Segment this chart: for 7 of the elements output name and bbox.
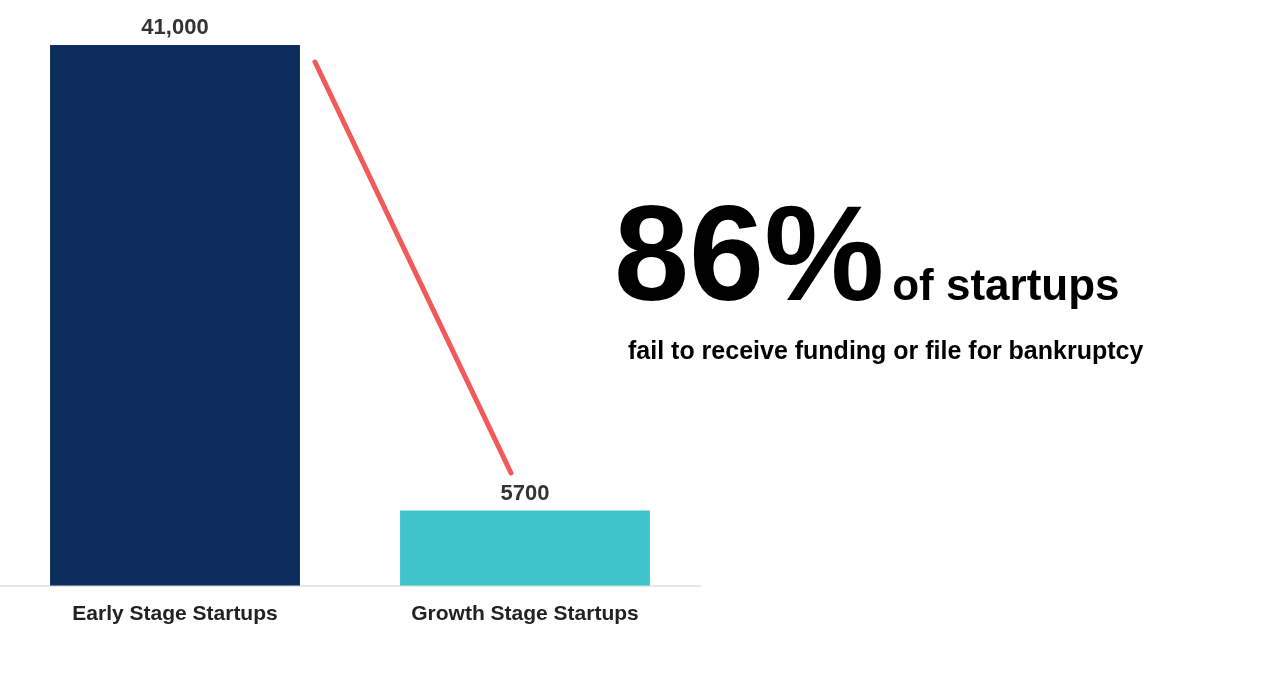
annotation: 86%	[614, 178, 885, 329]
annotation: fail to receive funding or file for bankruptcy	[628, 336, 1144, 365]
text: of startups	[892, 260, 1120, 310]
data-label: 41,000	[141, 14, 209, 40]
x-tick-label: Early Stage Startups	[72, 601, 278, 625]
x-tick-label: Growth Stage Startups	[411, 601, 639, 625]
data-label: 5700	[500, 479, 550, 505]
